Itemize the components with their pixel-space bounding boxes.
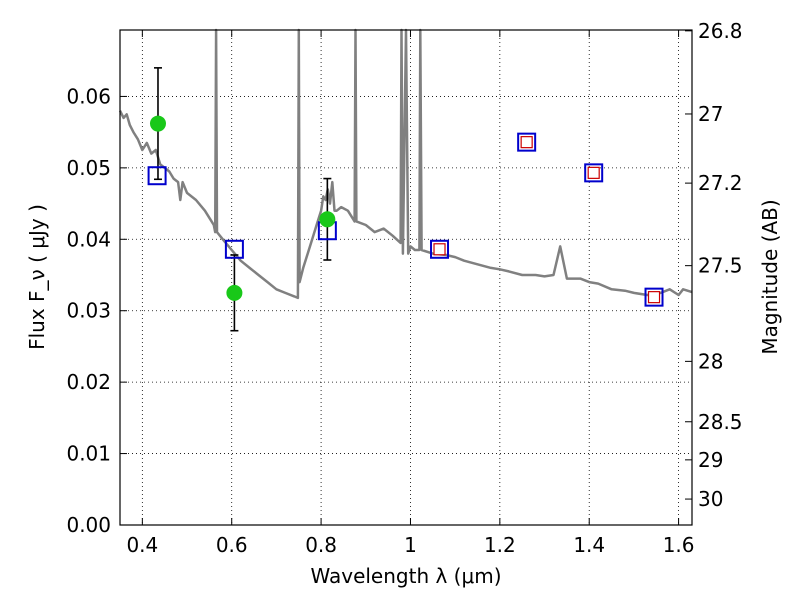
y2-tick-label: 26.8 xyxy=(698,19,743,43)
model-band-marker xyxy=(224,239,244,259)
x-tick-label: 1.6 xyxy=(663,533,695,557)
x-tick-labels: 0.4 0.6 0.8 1 1.2 1.4 1.6 xyxy=(126,533,694,557)
model-band-marker xyxy=(584,163,604,183)
inner-band-marker xyxy=(587,166,600,179)
y-tick-label: 0.03 xyxy=(66,299,111,323)
x-tick-label: 1 xyxy=(404,533,417,557)
x-tick-label: 0.8 xyxy=(305,533,337,557)
y-tick-label: 0.00 xyxy=(66,513,111,537)
model-band-marker xyxy=(430,239,450,259)
sed-model-line xyxy=(118,28,693,300)
y2-tick-label: 28 xyxy=(698,349,723,373)
observed-points xyxy=(149,115,336,301)
y2-tick-label: 29 xyxy=(698,448,723,472)
model-band-marker xyxy=(517,132,537,152)
y2-tick-label: 30 xyxy=(698,487,723,511)
observed-point xyxy=(226,284,243,301)
y2-axis-title: Magnitude (AB) xyxy=(758,199,782,354)
y2-tick-label: 27 xyxy=(698,102,723,126)
x-axis-title: Wavelength λ (μm) xyxy=(310,564,501,588)
x-tick-label: 1.2 xyxy=(484,533,516,557)
x-tick-label: 0.6 xyxy=(216,533,248,557)
sed-line xyxy=(118,28,693,300)
inner-band-marker xyxy=(520,136,533,149)
y2-tick-label: 27.5 xyxy=(698,254,743,278)
inner-band-marker xyxy=(433,243,446,256)
y-axis-title: Flux F_ν ( μJy ) xyxy=(25,204,49,350)
model-band-markers xyxy=(147,132,664,307)
y-tick-labels: 0.00 0.01 0.02 0.03 0.04 0.05 0.06 xyxy=(66,84,111,537)
y-tick-label: 0.02 xyxy=(66,370,111,394)
inner-band-markers xyxy=(433,136,661,304)
x-tick-label: 1.4 xyxy=(573,533,605,557)
y2-tick-label: 28.5 xyxy=(698,410,743,434)
axis-ticks xyxy=(120,30,692,526)
y-tick-label: 0.06 xyxy=(66,84,111,108)
observed-point xyxy=(319,211,336,228)
y-tick-label: 0.05 xyxy=(66,156,111,180)
y2-tick-labels: 26.8 27 27.2 27.5 28 28.5 29 30 xyxy=(698,19,743,511)
model-band-marker xyxy=(644,287,664,307)
x-tick-label: 0.4 xyxy=(126,533,158,557)
observed-point xyxy=(149,115,166,132)
y-tick-label: 0.01 xyxy=(66,442,111,466)
model-band-marker xyxy=(147,166,167,186)
y2-tick-label: 27.2 xyxy=(698,171,743,195)
y-tick-label: 0.04 xyxy=(66,227,111,251)
plot-frame xyxy=(119,29,693,526)
inner-band-marker xyxy=(647,291,661,304)
